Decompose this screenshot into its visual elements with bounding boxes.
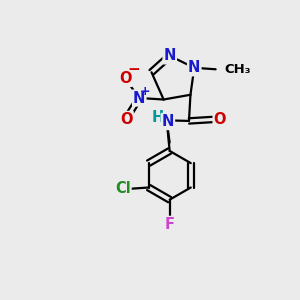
Text: N: N	[188, 60, 200, 75]
Text: O: O	[119, 71, 131, 86]
Text: Cl: Cl	[115, 182, 130, 196]
Text: O: O	[120, 112, 133, 127]
Text: N: N	[133, 91, 145, 106]
Text: N: N	[164, 48, 176, 63]
Text: +: +	[140, 85, 150, 98]
Text: −: −	[127, 62, 140, 77]
Text: O: O	[214, 112, 226, 127]
Text: H: H	[152, 110, 164, 125]
Text: CH₃: CH₃	[224, 63, 250, 76]
Text: F: F	[165, 217, 175, 232]
Text: N: N	[162, 114, 174, 129]
